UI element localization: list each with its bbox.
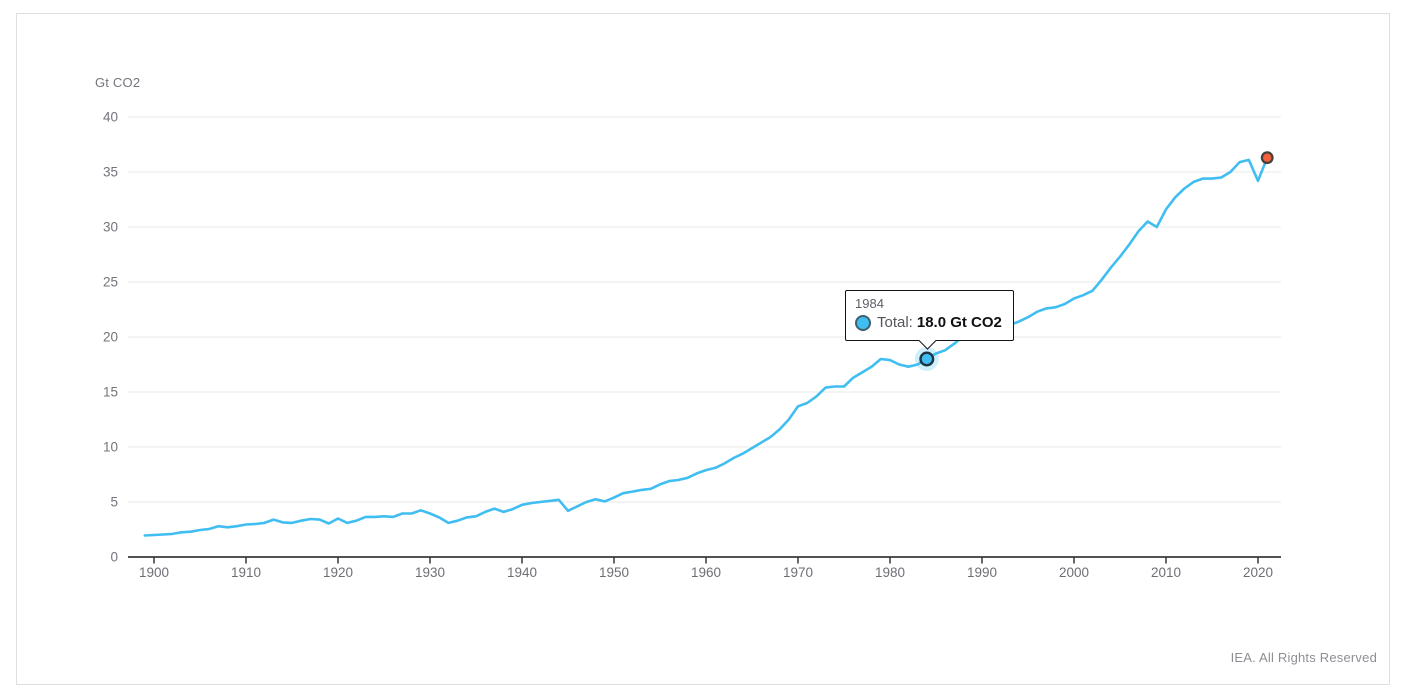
x-tick-label: 1990 — [967, 565, 997, 580]
x-tick-label: 1980 — [875, 565, 905, 580]
y-tick-label: 15 — [103, 385, 118, 400]
y-axis-title: Gt CO2 — [95, 75, 141, 90]
y-tick-label: 35 — [103, 165, 118, 180]
tooltip-value: 18.0 Gt CO2 — [916, 313, 1002, 331]
x-tick-label: 1910 — [231, 565, 261, 580]
x-tick-label: 1930 — [415, 565, 445, 580]
y-tick-label: 30 — [103, 220, 118, 235]
y-tick-label: 20 — [103, 330, 118, 345]
x-tick-label: 2000 — [1059, 565, 1089, 580]
y-tick-label: 0 — [110, 550, 118, 565]
highlight-marker[interactable] — [919, 351, 935, 367]
tooltip: 1984 Total: 18.0 Gt CO2 — [845, 290, 1014, 351]
x-tick-label: 1950 — [599, 565, 629, 580]
x-tick-label: 1940 — [507, 565, 537, 580]
y-tick-label: 10 — [103, 440, 118, 455]
x-tick-label: 2010 — [1151, 565, 1181, 580]
endpoint-marker[interactable] — [1260, 151, 1274, 165]
copyright-text: IEA. All Rights Reserved — [1230, 650, 1377, 665]
tooltip-row: Total: 18.0 Gt CO2 — [855, 314, 1002, 332]
x-tick-label: 1920 — [323, 565, 353, 580]
x-tick-label: 1900 — [139, 565, 169, 580]
tooltip-year: 1984 — [855, 296, 884, 311]
y-tick-label: 5 — [110, 495, 118, 510]
series-marker-icon — [855, 314, 871, 331]
y-tick-label: 40 — [103, 110, 118, 125]
x-tick-label: 2020 — [1243, 565, 1273, 580]
x-tick-label: 1960 — [691, 565, 721, 580]
y-tick-label: 25 — [103, 275, 118, 290]
chart-card — [16, 13, 1390, 685]
x-tick-label: 1970 — [783, 565, 813, 580]
tooltip-series-label: Total: — [877, 313, 913, 331]
emissions-line[interactable] — [143, 156, 1269, 537]
